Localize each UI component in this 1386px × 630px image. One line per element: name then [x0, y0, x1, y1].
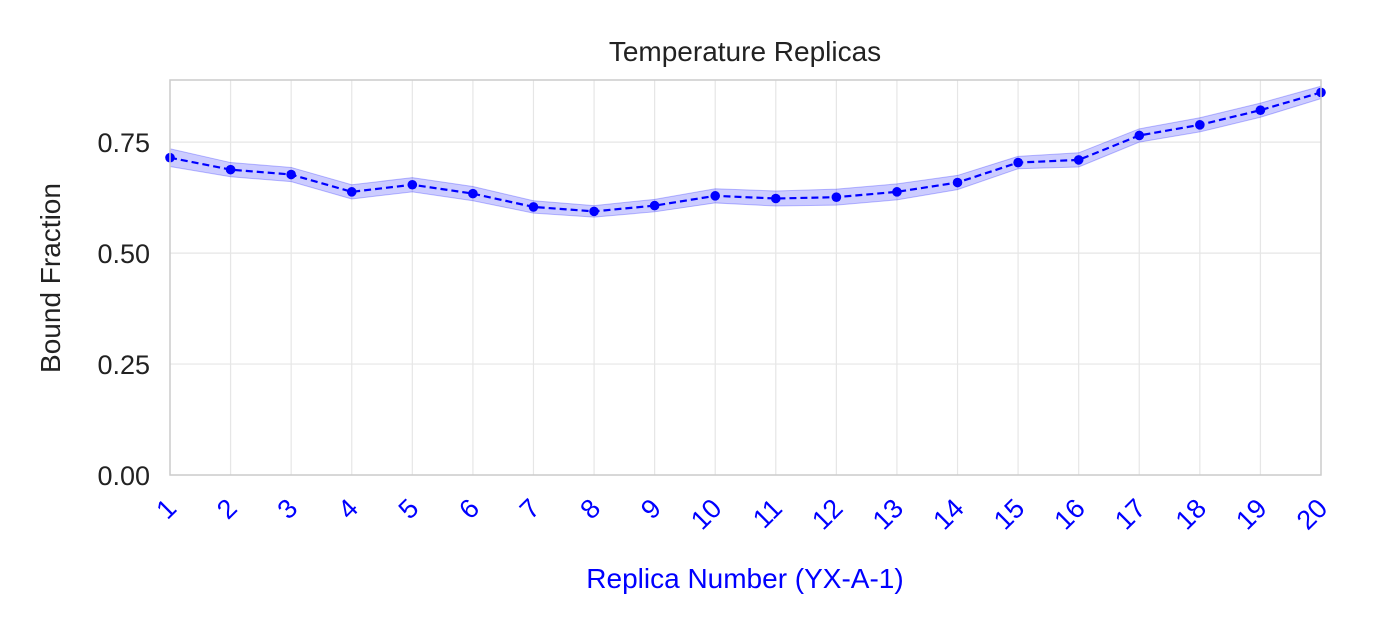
- x-tick-label: 19: [1230, 493, 1272, 535]
- x-tick-label: 1: [150, 493, 182, 525]
- y-tick-label: 0.50: [97, 239, 150, 269]
- x-tick-label: 4: [332, 493, 364, 525]
- x-tick-label: 18: [1170, 493, 1212, 535]
- data-point: [1134, 130, 1145, 141]
- grid: [169, 80, 1322, 476]
- x-tick-label: 16: [1048, 493, 1090, 535]
- data-point: [1013, 157, 1023, 168]
- data-point: [225, 164, 236, 175]
- data-point: [1195, 120, 1205, 130]
- data-point: [468, 188, 478, 199]
- x-tick-label: 3: [272, 493, 304, 525]
- x-tick-label: 15: [988, 493, 1030, 535]
- data-point: [407, 179, 418, 190]
- data-point: [952, 177, 963, 188]
- chart-title: Temperature Replicas: [609, 36, 881, 67]
- x-tick-label: 14: [927, 493, 969, 535]
- series-line-layer: [169, 91, 1322, 213]
- data-point: [1255, 105, 1266, 115]
- x-tick-label: 10: [685, 493, 727, 535]
- x-axis-label: Replica Number (YX-A-1): [586, 563, 903, 594]
- series-line: [169, 91, 1322, 213]
- data-point: [1073, 155, 1084, 165]
- x-tick-label: 17: [1109, 493, 1151, 535]
- x-tick-label: 9: [635, 493, 667, 525]
- plot-frame: [169, 79, 1322, 476]
- x-tick-label: 5: [393, 493, 425, 525]
- data-point: [346, 187, 357, 197]
- y-tick-label: 0.00: [97, 461, 150, 491]
- x-tick-label: 12: [806, 493, 848, 535]
- x-tick-label: 20: [1291, 493, 1333, 535]
- x-tick-labels: 1 2 3 4 5 6 7 8 9 10 11 12 13 14 15 16 17 18 19 20: [150, 493, 1333, 535]
- series-points-layer: [165, 87, 1326, 217]
- data-point: [710, 191, 721, 201]
- data-point: [286, 169, 296, 180]
- y-tick-labels: 0.00 0.25 0.50 0.75: [97, 128, 150, 491]
- y-tick-label: 0.25: [97, 350, 150, 380]
- x-tick-label: 8: [574, 493, 606, 525]
- x-tick-label: 2: [211, 493, 243, 525]
- y-tick-label: 0.75: [97, 128, 150, 158]
- data-point: [649, 200, 660, 211]
- data-point: [770, 193, 781, 204]
- data-point: [528, 202, 539, 212]
- x-tick-label: 6: [453, 493, 485, 525]
- x-tick-label: 11: [747, 493, 788, 534]
- data-point: [831, 192, 842, 202]
- data-point: [589, 206, 599, 217]
- x-tick-label: 13: [867, 493, 909, 535]
- y-axis-label: Bound Fraction: [35, 183, 66, 373]
- x-tick-label: 7: [514, 493, 546, 525]
- data-point: [892, 187, 902, 197]
